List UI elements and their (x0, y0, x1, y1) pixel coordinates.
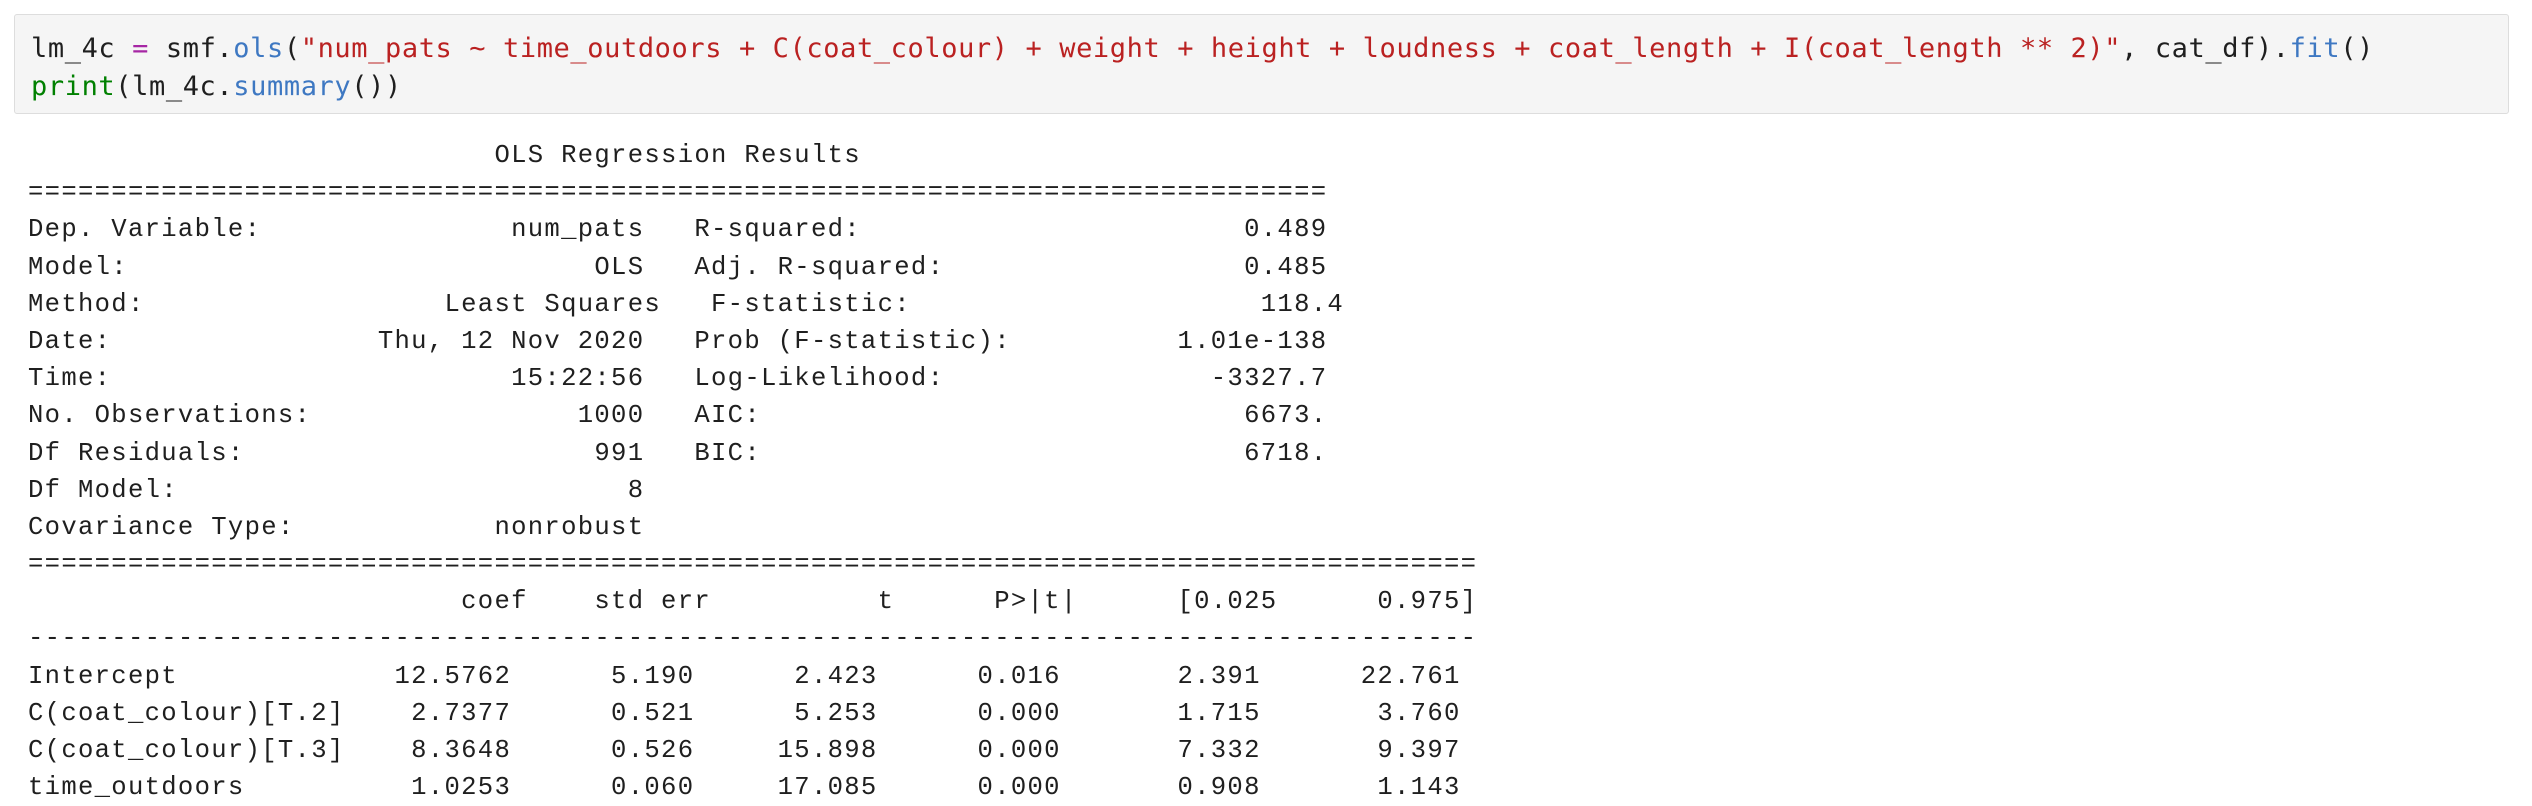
output-line: Intercept 12.5762 5.190 2.423 0.016 2.39… (28, 661, 1461, 691)
code-token: ( (283, 33, 301, 64)
code-token: () (2340, 33, 2374, 64)
code-token: (lm_4c. (115, 71, 234, 102)
output-line: ========================================… (28, 550, 1478, 580)
code-token: ()) (351, 71, 402, 102)
output-line: ========================================… (28, 178, 1328, 208)
output-line: OLS Regression Results (28, 141, 1328, 170)
output-line: Df Model: 8 (28, 475, 1328, 505)
code-token: fit (2289, 33, 2341, 64)
output-line: Date: Thu, 12 Nov 2020 Prob (F-statistic… (28, 326, 1328, 356)
code-token: print (31, 71, 116, 102)
output-line: time_outdoors 1.0253 0.060 17.085 0.000 … (28, 773, 1461, 803)
code-token: "num_pats ~ time_outdoors + C(coat_colou… (300, 33, 2122, 64)
output-line: Model: OLS Adj. R-squared: 0.485 (28, 252, 1328, 282)
code-cell-input[interactable]: lm_4c = smf.ols("num_pats ~ time_outdoor… (14, 14, 2509, 114)
output-line: Covariance Type: nonrobust (28, 512, 1328, 542)
code-token: , cat_df). (2121, 33, 2290, 64)
output-line: Time: 15:22:56 Log-Likelihood: -3327.7 (28, 364, 1328, 394)
output-line: C(coat_colour)[T.2] 2.7377 0.521 5.253 0… (28, 698, 1461, 728)
output-line: coef std err t P>|t| [0.025 0.975] (28, 587, 1478, 617)
code-line-1: lm_4c = smf.ols("num_pats ~ time_outdoor… (31, 30, 2374, 68)
code-token: smf. (149, 33, 234, 64)
output-line: ----------------------------------------… (28, 624, 1478, 654)
output-line: Df Residuals: 991 BIC: 6718. (28, 438, 1328, 468)
code-token: lm_4c (31, 33, 116, 64)
output-line: C(coat_colour)[T.3] 8.3648 0.526 15.898 … (28, 736, 1461, 765)
output-line: Method: Least Squares F-statistic: 118.4 (28, 289, 1345, 319)
code-token: summary (233, 71, 352, 102)
code-token (115, 33, 132, 64)
code-line-2: print(lm_4c.summary()) (31, 68, 402, 106)
code-token: ols (233, 33, 284, 64)
output-line: No. Observations: 1000 AIC: 6673. (28, 401, 1328, 431)
output-line: Dep. Variable: num_pats R-squared: 0.489 (28, 215, 1328, 245)
cell-output-ols-summary: OLS Regression Results =================… (28, 137, 1477, 806)
code-token: = (132, 33, 149, 64)
